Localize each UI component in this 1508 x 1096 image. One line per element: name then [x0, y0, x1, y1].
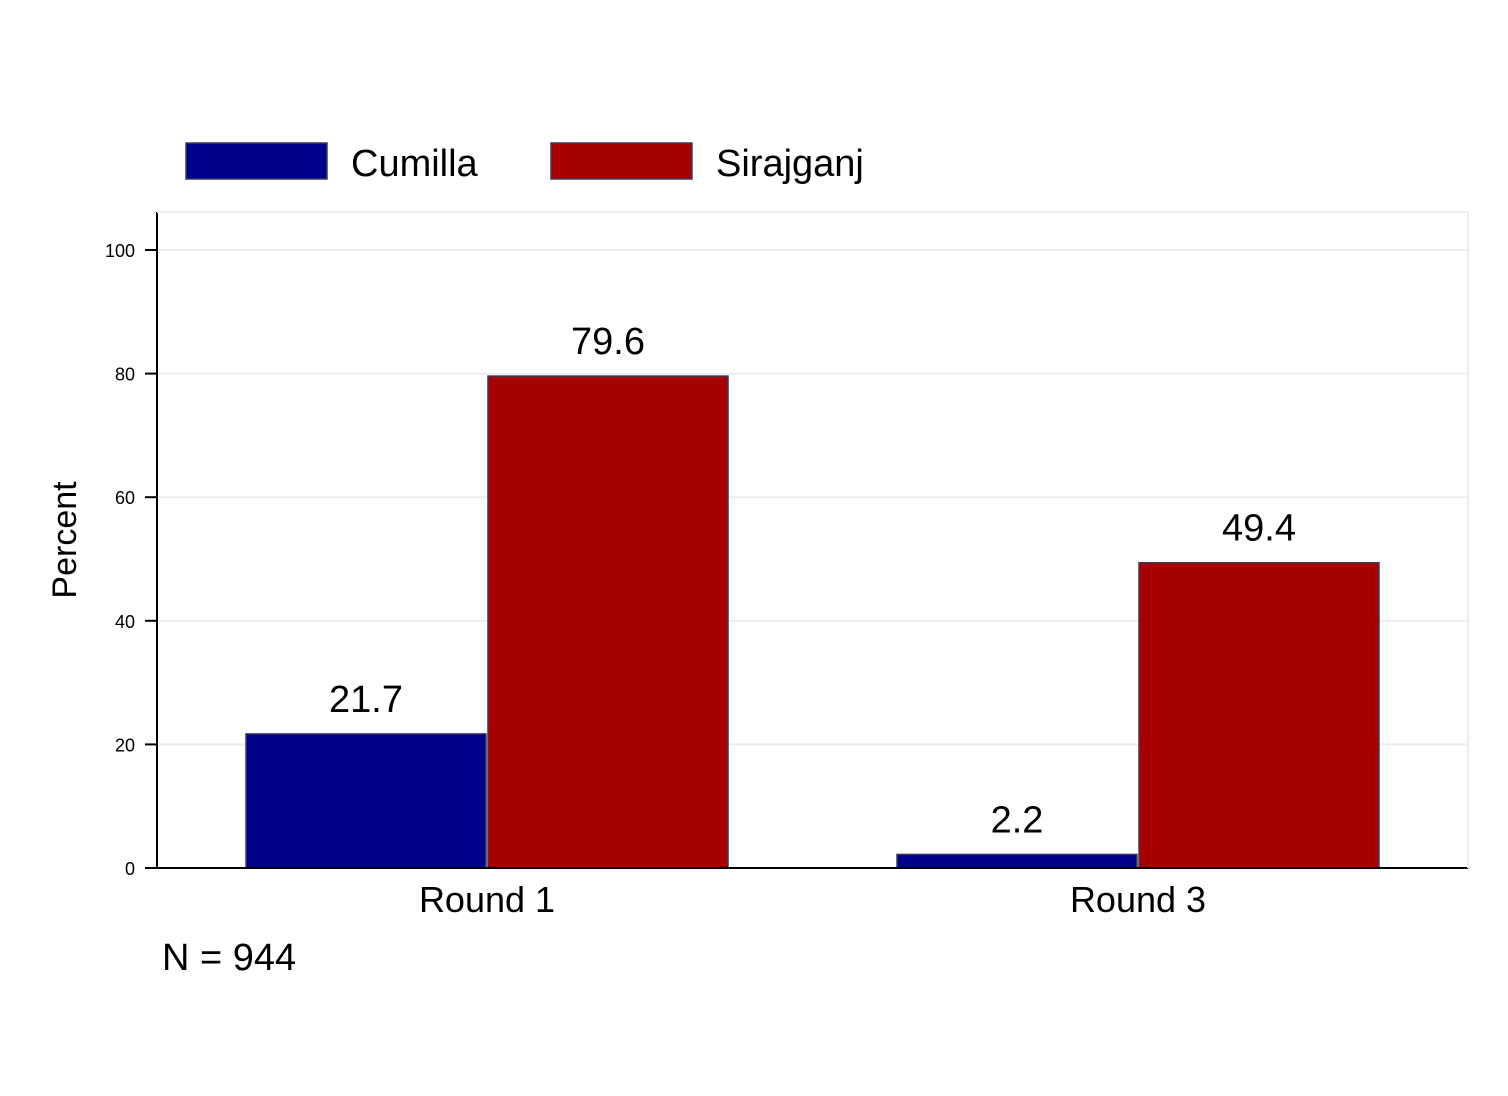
y-tick-label: 60: [115, 488, 135, 508]
legend-label-sirajganj: Sirajganj: [716, 143, 864, 185]
data-label: 2.2: [991, 799, 1044, 841]
bar-sirajganj-round-3: [1138, 561, 1380, 869]
data-label: 79.6: [571, 321, 645, 363]
y-tick-label: 20: [115, 735, 135, 755]
y-tick-label: 0: [125, 859, 135, 879]
bar-cumilla-round-1: [245, 733, 487, 869]
y-axis-title: Percent: [46, 481, 84, 599]
legend: Cumilla Sirajganj: [185, 142, 864, 185]
bar-cumilla-round-3: [896, 853, 1138, 869]
y-tick-label: 40: [115, 612, 135, 632]
y-ticks: 0 20 40 60 80 100: [105, 241, 157, 879]
axes: [156, 211, 1469, 869]
bars: 21.7 79.6 2.2 49.4: [245, 321, 1380, 869]
x-tick-labels: Round 1 Round 3: [419, 879, 1206, 920]
bar-sirajganj-round-1: [487, 375, 729, 869]
legend-swatch-cumilla: [185, 142, 328, 180]
legend-label-cumilla: Cumilla: [351, 143, 479, 185]
data-label: 49.4: [1222, 508, 1296, 550]
legend-swatch-sirajganj: [550, 142, 693, 180]
x-tick-label: Round 1: [419, 879, 555, 920]
data-label: 21.7: [329, 679, 403, 721]
y-tick-label: 80: [115, 365, 135, 385]
x-tick-label: Round 3: [1070, 879, 1206, 920]
sample-size-note: N = 944: [162, 937, 296, 979]
y-tick-label: 100: [105, 241, 135, 261]
